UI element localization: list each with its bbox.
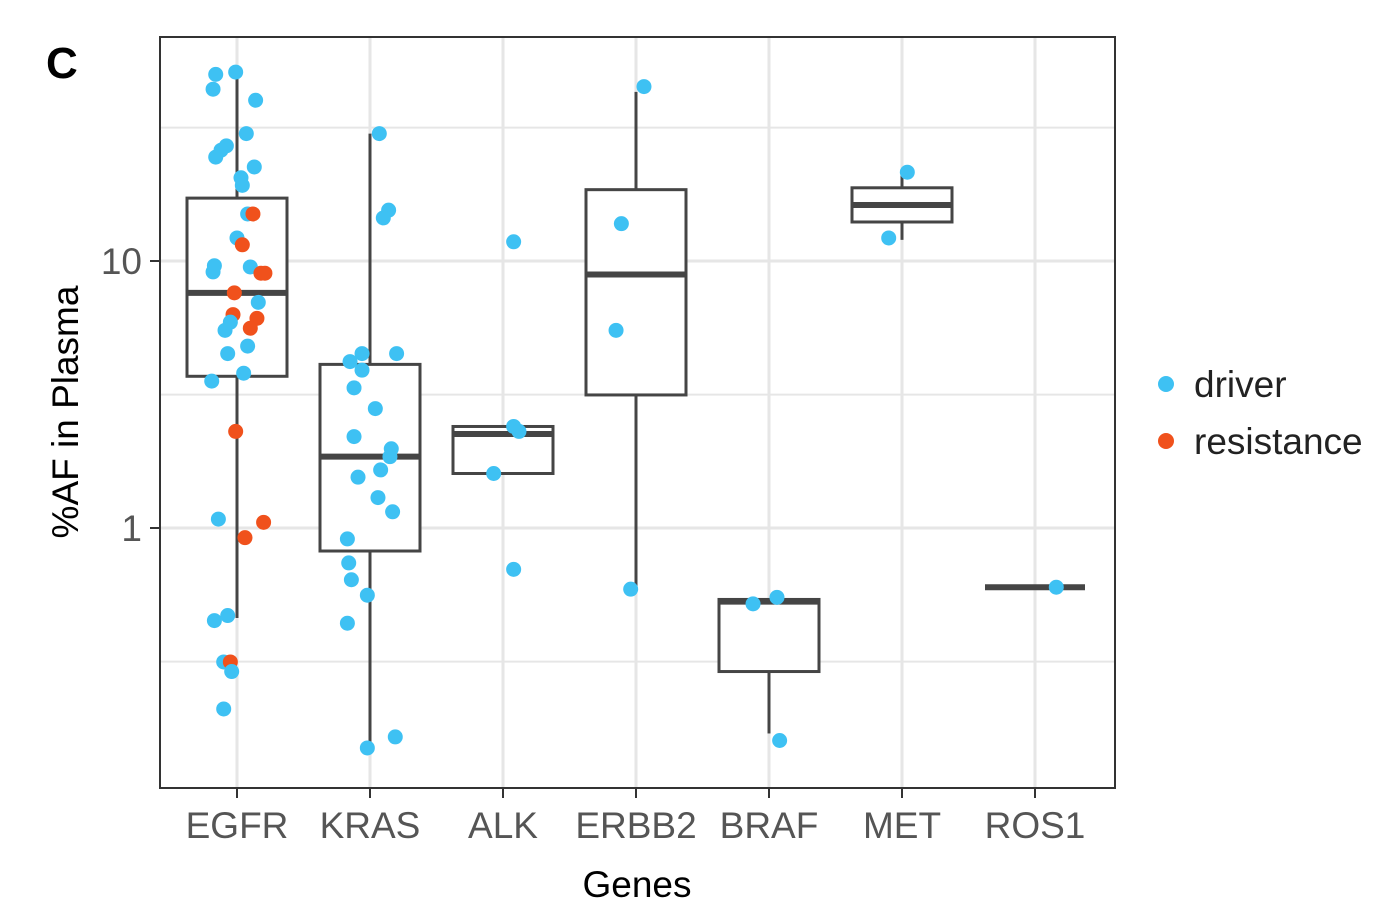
point-driver: [608, 322, 624, 338]
y-axis-ticks: 1 10: [101, 241, 160, 549]
x-tick-label-erbb2: ERBB2: [575, 805, 696, 846]
point-driver: [389, 346, 405, 362]
legend-label-resistance: resistance: [1194, 421, 1363, 462]
point-driver: [339, 531, 355, 547]
point-driver: [623, 581, 639, 597]
legend-swatch-resistance: [1158, 433, 1174, 449]
point-driver: [375, 210, 391, 226]
x-axis-title: Genes: [582, 864, 691, 905]
point-driver: [382, 449, 398, 465]
point-driver: [238, 126, 254, 142]
point-driver: [881, 230, 897, 246]
point-driver: [359, 740, 375, 756]
point-resistance: [234, 237, 250, 253]
point-driver: [346, 380, 362, 396]
point-driver: [341, 555, 357, 571]
point-driver: [385, 504, 401, 520]
point-resistance: [256, 514, 272, 530]
point-driver: [370, 490, 386, 506]
point-driver: [240, 338, 256, 354]
box-erbb2: [584, 91, 688, 588]
point-resistance: [245, 206, 261, 222]
legend-label-driver: driver: [1194, 364, 1287, 405]
point-driver: [354, 362, 370, 378]
point-driver: [234, 177, 250, 193]
box-body: [584, 188, 688, 397]
point-driver: [250, 294, 266, 310]
point-driver: [220, 346, 236, 362]
point-driver: [506, 234, 522, 250]
boxes: [185, 69, 1085, 748]
point-driver: [206, 613, 222, 629]
point-driver: [359, 587, 375, 603]
point-driver: [224, 664, 240, 680]
box-kras: [318, 133, 422, 748]
point-driver: [342, 354, 358, 370]
point-resistance: [242, 320, 258, 336]
x-tick-label-met: MET: [863, 805, 941, 846]
box-braf: [717, 597, 821, 734]
data-points: [204, 64, 1064, 756]
point-resistance: [226, 285, 242, 301]
box-body: [717, 597, 821, 674]
y-axis-title: %AF in Plasma: [45, 285, 86, 538]
y-tick-label: 10: [101, 241, 142, 282]
point-driver: [367, 401, 383, 417]
x-tick-label-alk: ALK: [468, 805, 538, 846]
point-resistance: [237, 530, 253, 546]
point-driver: [346, 429, 362, 445]
x-tick-label-egfr: EGFR: [186, 805, 289, 846]
box-alk: [451, 424, 555, 475]
point-resistance: [228, 423, 244, 439]
legend-swatch-driver: [1158, 376, 1174, 392]
point-driver: [387, 729, 403, 745]
point-driver: [205, 81, 221, 97]
point-driver: [210, 511, 226, 527]
x-tick-label-kras: KRAS: [320, 805, 421, 846]
point-driver: [248, 92, 264, 108]
panel-label: C: [46, 39, 78, 88]
x-tick-label-ros1: ROS1: [985, 805, 1086, 846]
point-driver: [899, 164, 915, 180]
box-met: [850, 172, 954, 240]
point-driver: [343, 572, 359, 588]
point-resistance: [257, 265, 273, 281]
point-driver: [246, 159, 262, 175]
point-driver: [745, 596, 761, 612]
point-driver: [511, 423, 527, 439]
point-driver: [772, 732, 788, 748]
point-driver: [217, 322, 233, 338]
point-driver: [371, 126, 387, 142]
x-axis-ticks: EGFR KRAS ALK ERBB2 BRAF MET ROS1: [186, 788, 1086, 846]
point-driver: [373, 462, 389, 478]
box-egfr: [185, 69, 289, 619]
point-driver: [486, 465, 502, 481]
point-driver: [236, 365, 252, 381]
point-driver: [350, 469, 366, 485]
point-driver: [613, 216, 629, 232]
point-driver: [204, 373, 220, 389]
point-driver: [220, 608, 236, 624]
point-driver: [208, 149, 224, 165]
point-driver: [228, 64, 244, 80]
point-driver: [205, 264, 221, 280]
point-driver: [636, 79, 652, 95]
point-driver: [208, 66, 224, 82]
point-driver: [216, 701, 232, 717]
point-driver: [354, 346, 370, 362]
point-driver: [506, 561, 522, 577]
x-tick-label-braf: BRAF: [720, 805, 819, 846]
plot-frame: [159, 36, 1116, 789]
point-driver: [339, 615, 355, 631]
legend: driver resistance: [1158, 364, 1363, 462]
point-driver: [769, 589, 785, 605]
point-driver: [1048, 579, 1064, 595]
y-tick-label: 1: [121, 508, 142, 549]
